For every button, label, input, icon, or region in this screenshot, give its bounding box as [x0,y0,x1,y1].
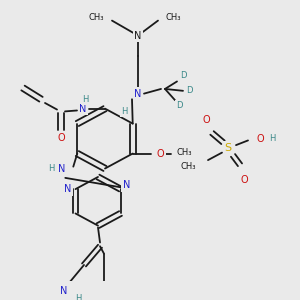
Text: CH₃: CH₃ [177,148,192,157]
Text: CH₃: CH₃ [181,162,196,171]
Text: D: D [176,101,182,110]
Text: H: H [121,107,127,116]
Text: O: O [157,148,164,158]
Text: CH₃: CH₃ [166,13,182,22]
Text: H: H [269,134,275,143]
Text: N: N [123,180,130,190]
Text: CH₃: CH₃ [88,13,104,22]
Text: D: D [186,86,192,95]
Text: H: H [82,95,88,104]
Text: N: N [134,88,142,99]
Text: N: N [58,164,65,173]
Text: H: H [75,294,81,300]
Text: N: N [64,184,71,194]
Text: D: D [180,71,186,80]
Text: O: O [57,133,65,142]
Text: O: O [202,115,210,125]
Text: S: S [224,143,232,153]
Text: N: N [60,286,68,296]
Text: N: N [134,31,142,40]
Text: O: O [256,134,264,144]
Text: O: O [240,175,248,185]
Text: N: N [79,103,87,114]
Text: H: H [48,164,55,173]
